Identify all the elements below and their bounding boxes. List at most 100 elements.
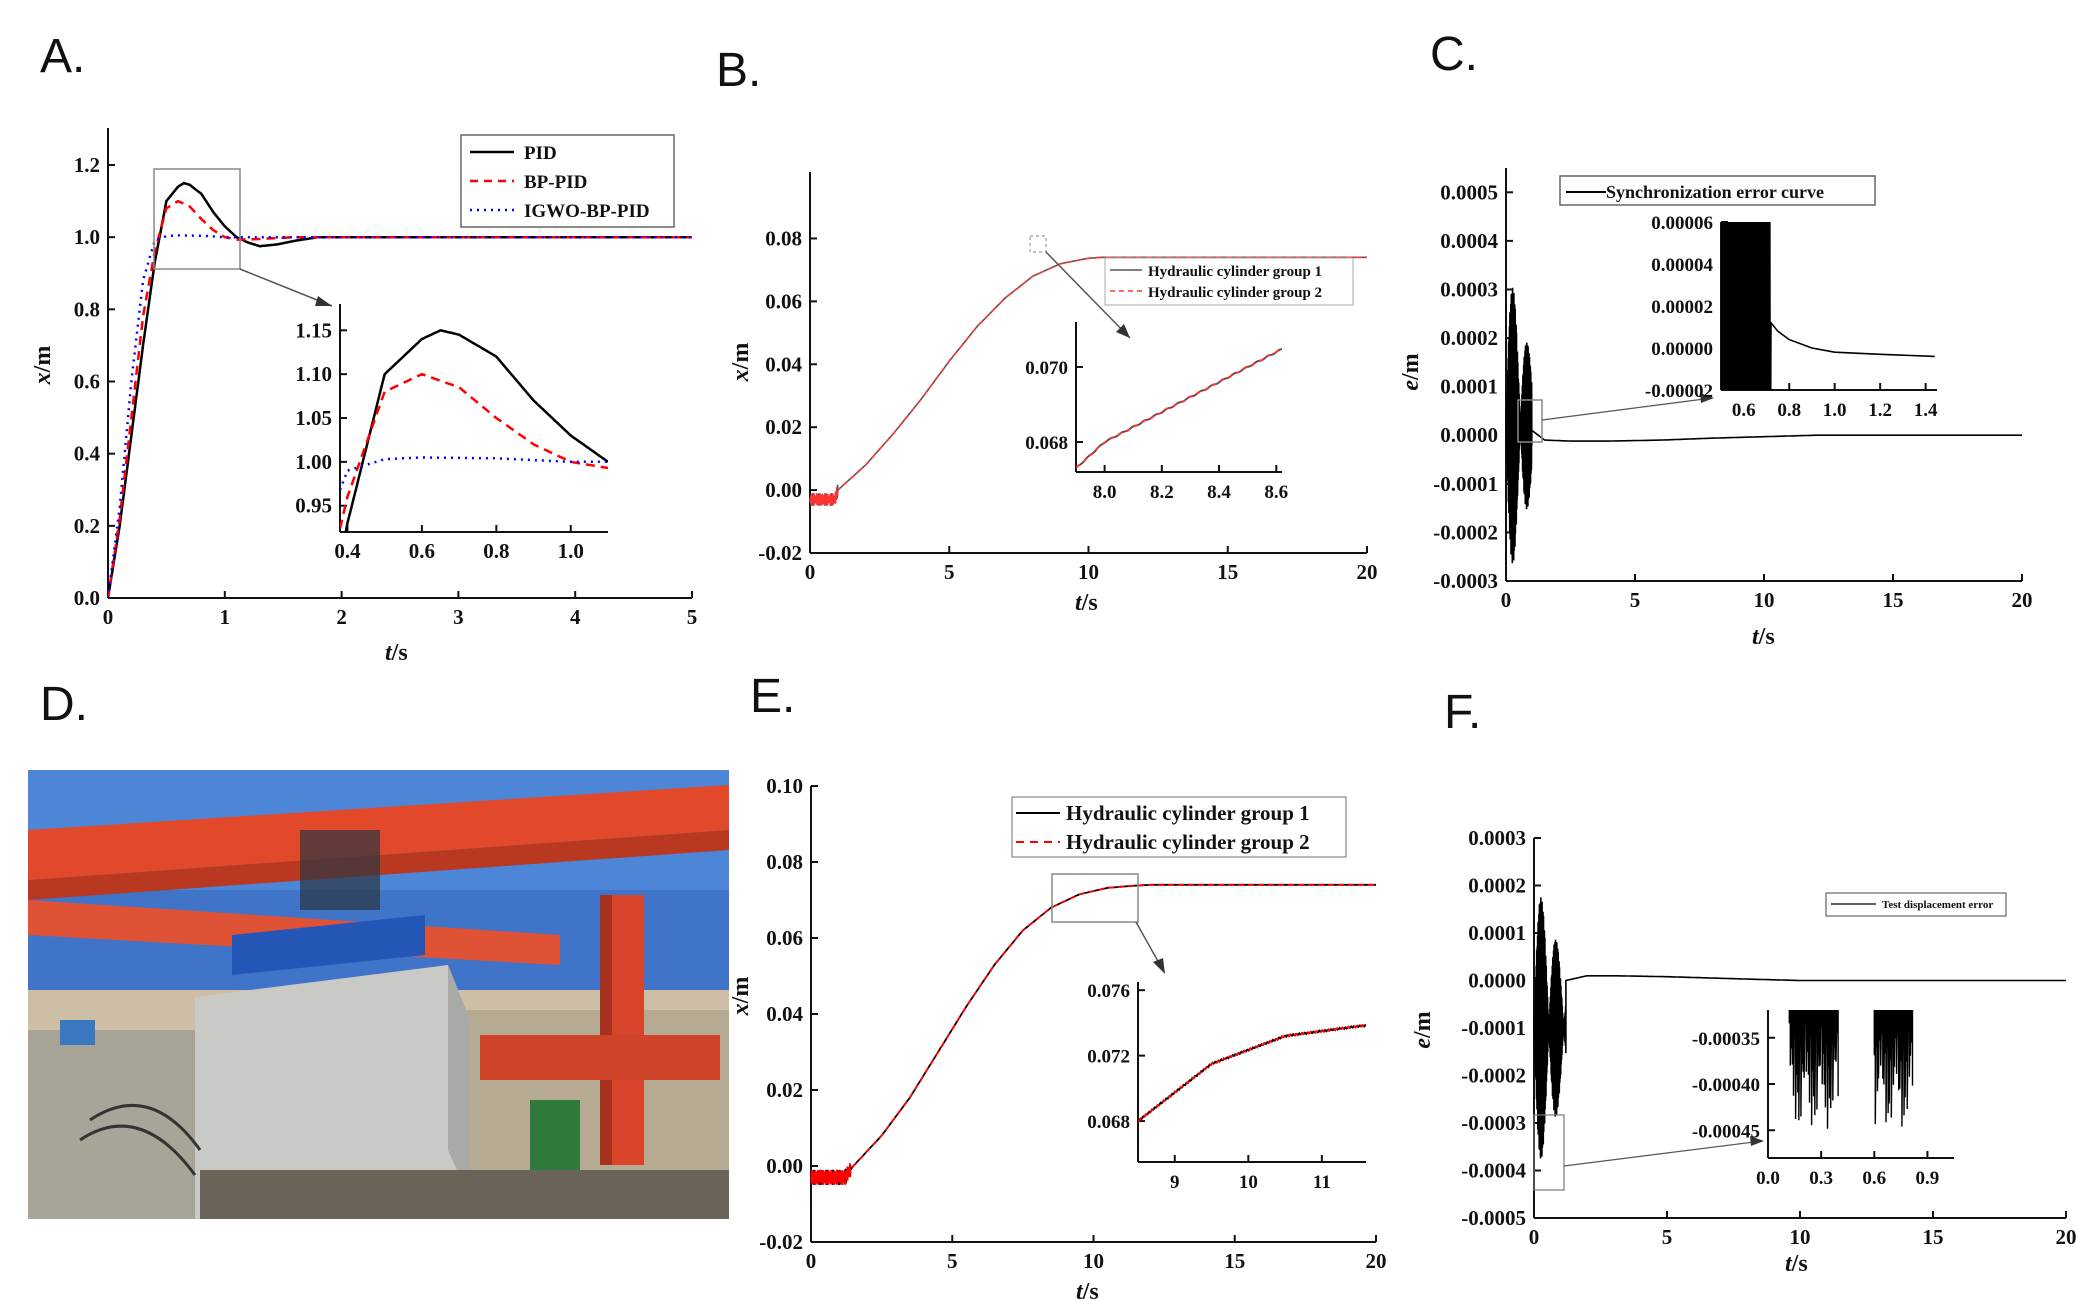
chart-b-zoom-arrow	[1045, 251, 1131, 339]
legend-a-pid: PID	[524, 143, 557, 164]
chart-e-series	[810, 883, 1376, 1186]
chart-f-xlabel: t/s	[1785, 1251, 1808, 1277]
chart-e-inset-xtick-label: 11	[1313, 1172, 1331, 1193]
chart-b-inset-xtick-label: 8.4	[1207, 482, 1231, 503]
chart-c-line-0	[1505, 287, 2022, 564]
chart-e-inset-line-1	[1138, 1023, 1366, 1123]
chart-a-xlabel: t/s	[385, 640, 408, 666]
chart-c-ytick-label: 0.0004	[1440, 229, 1498, 253]
chart-a-inset-ytick-label: 1.05	[295, 406, 332, 430]
chart-a-line-2	[108, 234, 692, 598]
chart-c-ytick-label: 0.0005	[1440, 180, 1498, 204]
chart-b-series	[809, 256, 1367, 506]
chart-e-inset-ytick-label: 0.076	[1087, 981, 1130, 1002]
chart-c-xtick-label: 20	[2012, 588, 2033, 612]
chart-c-ytick-label: 0.0001	[1440, 375, 1498, 399]
chart-f-xtick-label: 0	[1529, 1225, 1540, 1249]
chart-c-xtick-label: 5	[1630, 588, 1641, 612]
chart-c-inset-xtick-label: 1.4	[1914, 400, 1938, 421]
chart-e-line-1	[810, 883, 1376, 1186]
chart-b-inset-xtick-label: 8.6	[1264, 482, 1288, 503]
chart-a-axes	[107, 128, 692, 599]
chart-e-xtick-label: 10	[1083, 1249, 1104, 1273]
chart-a-zoom-arrowhead	[315, 296, 332, 306]
panel-label-d: D.	[40, 678, 88, 731]
chart-a-xtick-label: 1	[220, 605, 231, 629]
chart-b-xtick-label: 5	[944, 560, 955, 584]
chart-f-inset-ytick-label: -0.00040	[1692, 1075, 1760, 1096]
chart-e-xtick-label: 5	[947, 1249, 958, 1273]
chart-b-xtick-label: 15	[1217, 560, 1238, 584]
chart-a-ytick-label: 1.0	[74, 225, 100, 249]
chart-a-inset-xtick-label: 0.6	[409, 539, 435, 563]
chart-e-inset-xtick-label: 9	[1170, 1172, 1180, 1193]
chart-c-inset-ytick-label: 0.00002	[1651, 297, 1713, 318]
chart-f-inset-spikes-1	[1873, 1010, 1914, 1127]
chart-a-legend: PID BP-PID IGWO-BP-PID	[460, 134, 675, 228]
chart-c-inset-ytick-label: 0.00000	[1651, 339, 1713, 360]
chart-c-inset-xtick-label: 0.6	[1732, 400, 1756, 421]
chart-e-legend: Hydraulic cylinder group 1 Hydraulic cyl…	[1011, 796, 1347, 858]
chart-b-inset: 8.0 8.2 8.4 8.6 0.068 0.070	[1025, 322, 1288, 503]
chart-e-inset-ytick-label: 0.068	[1087, 1112, 1130, 1133]
chart-a-ytick-label: 0.4	[74, 442, 101, 466]
chart-c-zoom-box	[1517, 399, 1543, 443]
chart-f-ytick-label: -0.0002	[1461, 1064, 1526, 1088]
chart-f-inset-spikes-0	[1788, 1010, 1839, 1129]
legend-e-group2: Hydraulic cylinder group 2	[1066, 830, 1310, 854]
legend-e-group1: Hydraulic cylinder group 1	[1066, 801, 1310, 825]
construction-site-photo	[28, 770, 729, 1219]
chart-a-inset-ytick-label: 1.00	[295, 450, 332, 474]
chart-c-inset-ytick-label: 0.00006	[1651, 213, 1713, 234]
chart-a-xtick-label: 2	[336, 605, 347, 629]
chart-c-ytick-label: 0.0003	[1440, 277, 1498, 301]
chart-f-series	[1533, 897, 2066, 1159]
chart-a-ytick-label: 0.0	[74, 586, 100, 610]
chart-a-xtick-label: 5	[687, 605, 698, 629]
chart-c-ytick-label: -0.0001	[1433, 472, 1498, 496]
chart-a-inset-ytick-label: 0.95	[295, 494, 332, 518]
chart-a-xtick-label: 0	[103, 605, 114, 629]
chart-a-inset-line-2	[340, 456, 608, 491]
chart-f-inset-xtick-label: 0.9	[1916, 1168, 1940, 1189]
chart-c-zoom-arrowhead	[1700, 393, 1714, 403]
chart-f-inset-xtick-label: 0.3	[1809, 1168, 1833, 1189]
chart-c-xlabel: t/s	[1752, 624, 1775, 650]
chart-a-series	[108, 181, 692, 598]
chart-c-ytick-label: 0.0000	[1440, 423, 1498, 447]
chart-e-inset: 9 10 11 0.068 0.072 0.076	[1087, 981, 1366, 1193]
chart-f-zoom-arrow	[1563, 1140, 1763, 1167]
chart-b-zoom-arrowhead	[1116, 324, 1130, 338]
panel-a: A. 0 1 2 3 4 5 0.0 0.2 0.4 0.6 0.8 1.0 1.2 t/s x/m P…	[30, 30, 697, 666]
chart-a-inset-line-1	[340, 372, 608, 529]
chart-b-ytick-label: 0.04	[765, 352, 802, 376]
chart-a-xtick-label: 4	[570, 605, 581, 629]
chart-c-ylabel: e/m	[1398, 353, 1424, 390]
panel-label-e: E.	[750, 670, 795, 723]
chart-f-ylabel: e/m	[1410, 1011, 1436, 1048]
chart-e-zoom-box	[1051, 873, 1139, 923]
chart-e-zoom-arrowhead	[1153, 958, 1165, 974]
chart-f-xtick-label: 5	[1662, 1225, 1673, 1249]
chart-f-xtick-label: 15	[1923, 1225, 1944, 1249]
chart-c-xtick-label: 15	[1883, 588, 1904, 612]
chart-a-inset-ytick-label: 1.10	[295, 362, 332, 386]
chart-a-ylabel: x/m	[30, 346, 56, 386]
chart-f-xtick-label: 20	[2056, 1225, 2077, 1249]
chart-f-ytick-label: 0.0001	[1468, 921, 1526, 945]
panel-label-a: A.	[40, 30, 85, 83]
chart-c-series	[1505, 287, 2022, 564]
chart-f-ytick-label: -0.0004	[1461, 1159, 1526, 1183]
chart-a-inset-xtick-label: 0.4	[334, 539, 361, 563]
chart-b-inset-line-1	[1076, 348, 1282, 469]
chart-b-ytick-label: 0.06	[765, 289, 802, 313]
chart-c-ytick-label: -0.0003	[1433, 569, 1498, 593]
chart-c-xtick-label: 10	[1754, 588, 1775, 612]
chart-f-ytick-label: 0.0000	[1468, 969, 1526, 993]
chart-c-inset-xtick-label: 0.8	[1777, 400, 1801, 421]
panel-label-f: F.	[1444, 686, 1481, 739]
chart-c-ytick-label: 0.0002	[1440, 326, 1498, 350]
chart-a-zoom-arrow	[239, 268, 333, 307]
chart-e-xtick-label: 15	[1224, 1249, 1245, 1273]
chart-b-ylabel: x/m	[728, 343, 754, 383]
